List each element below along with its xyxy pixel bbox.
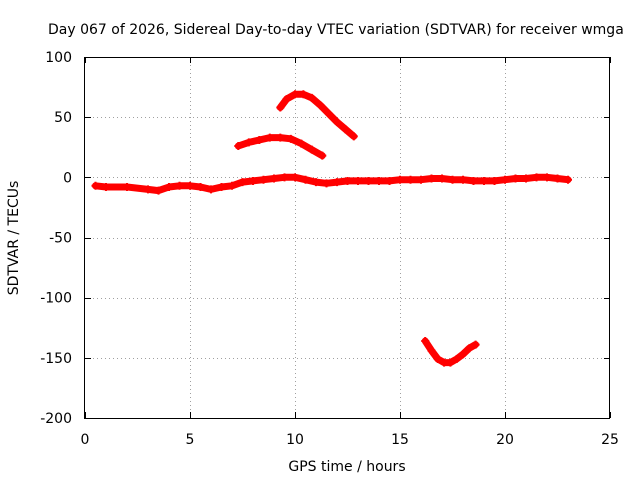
data-point-main-band	[490, 176, 499, 185]
data-point-main-band	[123, 182, 131, 191]
data-point-main-band	[196, 182, 205, 191]
data-point-arc-lower	[459, 350, 467, 359]
data-point-main-band	[438, 174, 446, 183]
data-point-arc-middle	[234, 142, 243, 151]
series-line-arc-upper	[276, 90, 358, 140]
data-point-main-band	[144, 185, 152, 194]
data-point-main-band	[186, 181, 194, 190]
data-point-main-band	[301, 175, 310, 184]
data-point-main-band	[228, 181, 236, 190]
data-point-main-band	[249, 176, 257, 185]
data-point-main-band	[312, 178, 320, 187]
data-point-main-band	[207, 185, 215, 194]
data-point-arc-lower	[421, 336, 430, 345]
data-point-main-band	[532, 173, 541, 182]
x-tick-label: 20	[496, 432, 514, 448]
data-point-main-band	[343, 176, 352, 185]
data-point-main-band	[364, 176, 373, 185]
data-point-arc-upper	[276, 103, 285, 112]
data-point-arc-upper	[316, 101, 325, 110]
data-point-main-band	[154, 186, 163, 195]
data-point-arc-middle	[307, 145, 316, 154]
series-line-main-band	[92, 173, 572, 195]
data-point-main-band	[375, 176, 383, 185]
data-point-main-band	[511, 174, 520, 183]
data-point-main-band	[270, 174, 278, 183]
data-point-main-band	[459, 175, 467, 184]
data-point-main-band	[385, 176, 394, 185]
data-point-main-band	[280, 173, 289, 182]
data-point-arc-middle	[297, 139, 306, 148]
data-point-arc-upper	[341, 125, 350, 134]
data-point-main-band	[448, 175, 457, 184]
data-point-main-band	[354, 176, 362, 185]
data-point-arc-lower	[465, 344, 474, 353]
data-point-main-band	[501, 175, 509, 184]
data-point-arc-middle	[265, 133, 274, 142]
data-point-arc-middle	[244, 138, 253, 147]
y-tick-label: 50	[54, 110, 72, 126]
data-point-arc-lower	[452, 355, 461, 364]
data-point-arc-middle	[318, 151, 327, 160]
data-point-arc-lower	[427, 346, 436, 355]
data-point-main-band	[469, 176, 478, 185]
x-tick-label: 15	[391, 432, 409, 448]
data-point-main-band	[543, 173, 551, 182]
data-point-main-band	[175, 181, 184, 190]
data-point-main-band	[406, 175, 415, 184]
data-point-main-band	[417, 175, 425, 184]
x-tick-label: 0	[81, 432, 90, 448]
x-axis-label: GPS time / hours	[288, 459, 405, 475]
data-point-main-band	[238, 178, 247, 187]
data-point-arc-middle	[286, 134, 295, 143]
y-tick-label: 100	[45, 50, 72, 66]
plot-frame	[84, 57, 610, 419]
chart-title: Day 067 of 2026, Sidereal Day-to-day VTE…	[48, 22, 624, 38]
y-tick-label: 0	[63, 170, 72, 186]
x-tick-label: 10	[286, 432, 304, 448]
data-point-arc-upper	[349, 132, 358, 141]
data-point-arc-upper	[291, 90, 299, 99]
data-point-main-band	[102, 182, 110, 191]
data-point-arc-middle	[276, 133, 285, 142]
data-point-arc-lower	[433, 355, 442, 364]
y-tick-label: -100	[40, 291, 72, 307]
data-series	[91, 90, 572, 367]
y-tick-label: -200	[40, 411, 72, 427]
data-point-main-band	[480, 176, 488, 185]
data-point-main-band	[522, 174, 530, 183]
data-point-arc-upper	[333, 117, 341, 126]
data-point-arc-middle	[255, 136, 264, 145]
data-point-main-band	[322, 179, 331, 188]
data-point-main-band	[333, 178, 341, 187]
axis-ticks	[85, 57, 611, 419]
data-point-arc-lower	[471, 340, 480, 349]
data-point-main-band	[91, 181, 100, 190]
data-point-main-band	[291, 173, 299, 182]
data-point-main-band	[564, 175, 572, 184]
data-point-main-band	[553, 174, 562, 183]
data-point-arc-lower	[446, 358, 455, 367]
data-point-main-band	[259, 175, 268, 184]
x-tick-label: 25	[601, 432, 619, 448]
tick-labels: 0 5 10 15 20 25 -200 -150 -100 -50 0 50 100	[40, 50, 619, 448]
data-point-main-band	[217, 182, 226, 191]
y-tick-label: -50	[49, 231, 72, 247]
grid-lines	[85, 57, 610, 418]
data-point-arc-upper	[324, 109, 333, 118]
data-point-main-band	[165, 182, 173, 191]
data-point-main-band	[396, 175, 404, 184]
data-point-arc-upper	[307, 93, 316, 102]
data-point-arc-upper	[282, 95, 291, 104]
x-tick-label: 5	[186, 432, 195, 448]
data-point-arc-upper	[299, 90, 308, 99]
y-axis-label: SDTVAR / TECUs	[6, 181, 22, 296]
y-tick-label: -150	[40, 351, 72, 367]
data-point-main-band	[427, 174, 436, 183]
